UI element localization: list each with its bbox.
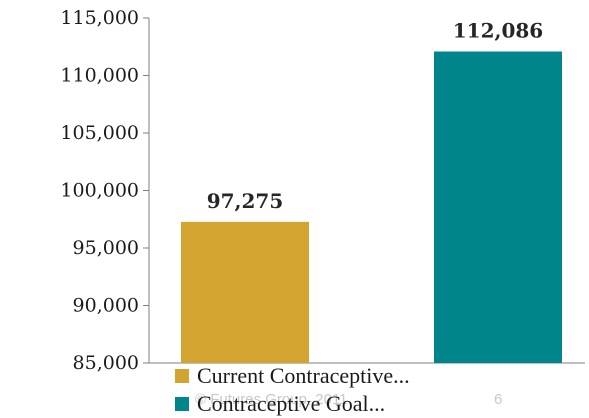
legend-swatch-current xyxy=(175,369,189,383)
data-label-1: 112,086 xyxy=(453,19,543,43)
y-tick-label: 95,000 xyxy=(73,237,139,259)
y-tick-label: 110,000 xyxy=(60,65,139,87)
bar-1 xyxy=(434,51,562,364)
legend-label-current: Current Contraceptive... xyxy=(197,363,410,388)
footer-copyright: © Futures Group, 2011 xyxy=(195,391,348,408)
y-tick-label: 100,000 xyxy=(60,180,139,202)
y-tick-label: 105,000 xyxy=(60,122,139,144)
y-tick-label: 90,000 xyxy=(73,295,139,317)
bar-0 xyxy=(181,221,309,363)
legend-swatch-goal xyxy=(175,397,189,411)
legend-item-goal: Contraceptive Goal... xyxy=(175,390,410,418)
bars xyxy=(181,51,562,364)
y-tick-label: 115,000 xyxy=(60,7,139,29)
y-tick-label: 85,000 xyxy=(73,352,139,374)
page-number: 6 xyxy=(494,391,503,408)
legend-label-goal: Contraceptive Goal... xyxy=(197,391,386,416)
data-labels: 97,275 112,086 xyxy=(207,19,544,213)
y-axis: 85,000 90,000 95,000 100,000 105,000 110,000 1… xyxy=(60,7,585,374)
chart-legend: Current Contraceptive... Contraceptive G… xyxy=(175,362,410,418)
data-label-0: 97,275 xyxy=(207,189,284,213)
legend-item-current: Current Contraceptive... xyxy=(175,362,410,390)
